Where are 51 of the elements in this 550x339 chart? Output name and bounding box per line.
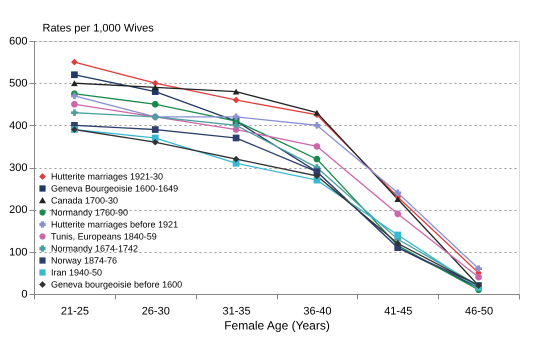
point (475, 265, 482, 272)
legend-label: Normandy 1760-90 (51, 208, 128, 218)
point (232, 134, 240, 142)
legend-label: Iran 1940-50 (51, 268, 102, 278)
x-tick-label: 46-50 (465, 306, 494, 318)
point (314, 122, 320, 129)
x-tick-label: 31-35 (222, 306, 251, 318)
point (232, 156, 240, 162)
x-tick-label: 36-40 (303, 306, 332, 318)
point (314, 172, 320, 180)
point (71, 71, 78, 78)
x-tick-label: 41-45 (384, 306, 412, 318)
point (71, 100, 78, 108)
point (71, 80, 78, 86)
y-axis-title: Rates per 1,000 Wives (42, 22, 154, 34)
point (314, 156, 320, 162)
legend-label: Geneva Bourgeoisie 1600-1649 (51, 184, 178, 194)
y-tick-label: 0 (21, 288, 28, 300)
legend-label: Geneva bourgeoisie before 1600 (51, 280, 182, 290)
point (152, 126, 159, 133)
legend-label: Norway 1874-76 (51, 256, 118, 266)
y-tick-label: 600 (9, 36, 28, 48)
point (71, 58, 78, 66)
point (394, 196, 402, 202)
legend-label: Hutterite marriages before 1921 (51, 220, 178, 230)
point (152, 138, 159, 146)
legend-label: Tunis, Europeans 1840-59 (51, 232, 157, 242)
y-tick-label: 300 (9, 162, 28, 174)
legend-label: Canada 1700-30 (51, 196, 118, 206)
x-axis-title: Female Age (Years) (224, 318, 330, 332)
point (394, 232, 402, 238)
point (232, 96, 240, 104)
y-tick-label: 200 (9, 204, 28, 216)
point (475, 274, 482, 280)
point (314, 143, 320, 150)
point (314, 110, 320, 116)
point (232, 88, 240, 95)
legend-label: Normandy 1674-1742 (51, 244, 138, 254)
x-tick-label: 21-25 (60, 306, 89, 318)
point (232, 122, 240, 129)
point (152, 100, 159, 108)
point (152, 84, 159, 90)
point (394, 189, 402, 196)
point (71, 109, 78, 116)
x-tick-label: 26-30 (142, 306, 170, 318)
legend-label: Hutterite marriages 1921-30 (51, 172, 164, 182)
y-tick-label: 100 (9, 246, 28, 258)
y-tick-label: 400 (9, 120, 28, 132)
point (394, 210, 402, 218)
point (232, 114, 240, 120)
y-tick-label: 500 (9, 78, 28, 90)
